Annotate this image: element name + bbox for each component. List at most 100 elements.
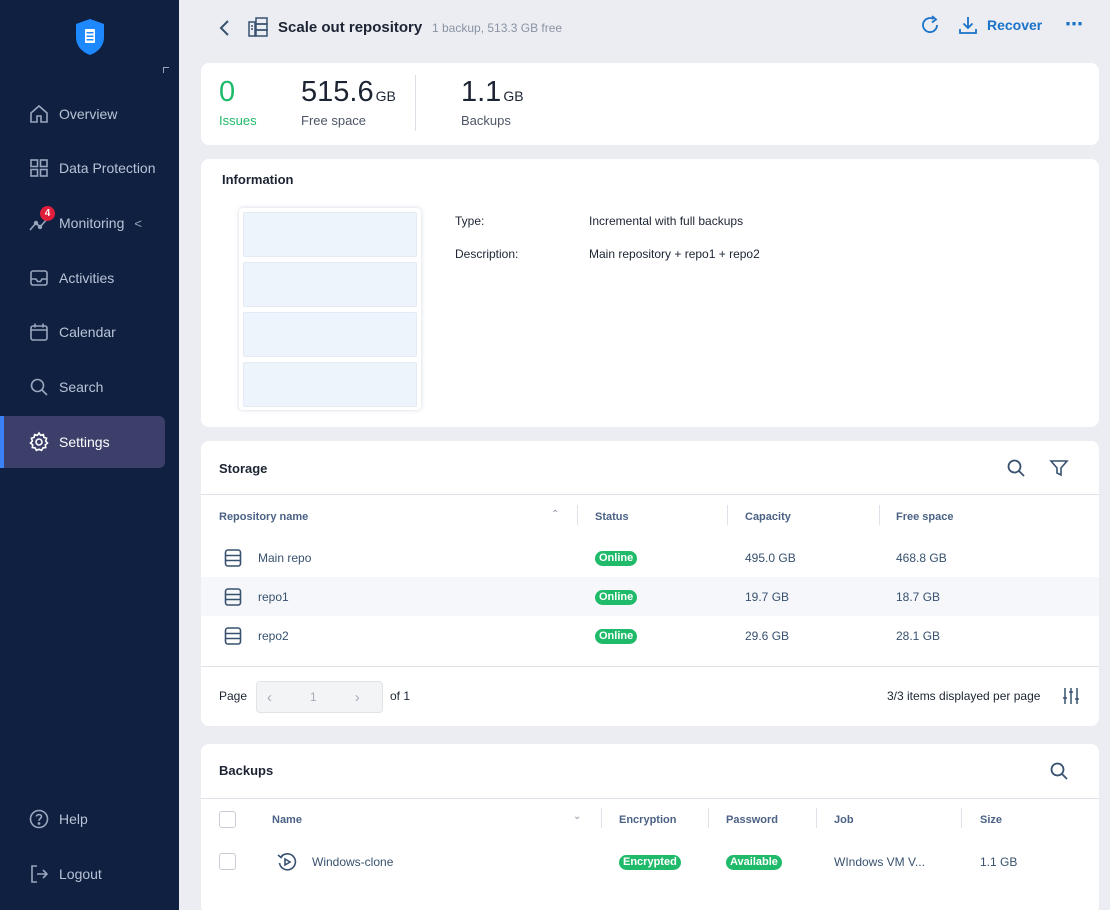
scale-out-repository-icon bbox=[248, 17, 268, 37]
nav-label: Calendar bbox=[59, 324, 116, 340]
current-page-input[interactable]: 1 bbox=[310, 690, 317, 704]
col-header-size[interactable]: Size bbox=[980, 814, 1003, 826]
recover-label: Recover bbox=[987, 17, 1043, 33]
nav-label: Monitoring bbox=[59, 215, 125, 231]
chart-line-icon: 4 bbox=[28, 206, 55, 234]
help-icon bbox=[28, 808, 50, 830]
col-header-job[interactable]: Job bbox=[834, 814, 854, 826]
column-separator[interactable] bbox=[816, 808, 817, 828]
database-icon bbox=[224, 549, 242, 567]
more-options-button[interactable]: ⋯ bbox=[1065, 14, 1084, 34]
stats-divider bbox=[415, 75, 416, 131]
page-label: Page bbox=[219, 689, 248, 703]
free-space-value: 515.6 bbox=[301, 76, 374, 108]
nav-item-activities[interactable]: Activities bbox=[2, 252, 165, 304]
capacity-value: 19.7 GB bbox=[745, 590, 790, 604]
stats-card: 0 Issues 515.6 GB Free space 1.1 GB Backup… bbox=[201, 63, 1099, 145]
shield-logo-icon[interactable] bbox=[74, 18, 106, 56]
column-separator[interactable] bbox=[961, 808, 962, 828]
stat-backups: 1.1 GB Backups bbox=[461, 75, 524, 128]
filter-icon[interactable] bbox=[1048, 457, 1070, 479]
sort-ascending-icon[interactable]: ⌃ bbox=[551, 509, 560, 520]
page-stepper[interactable]: ‹ 1 › bbox=[256, 681, 383, 713]
col-header-password[interactable]: Password bbox=[726, 814, 778, 826]
col-header-name[interactable]: Name bbox=[272, 814, 302, 826]
nav-label: Activities bbox=[59, 270, 115, 286]
gear-icon bbox=[28, 431, 50, 453]
row-checkbox[interactable] bbox=[219, 853, 236, 870]
page-count-label: of 1 bbox=[390, 689, 411, 703]
nav-label: Help bbox=[59, 811, 88, 827]
chevron-down-icon[interactable]: ⌄ bbox=[573, 811, 582, 822]
stat-issues[interactable]: 0 Issues bbox=[219, 75, 257, 128]
free-space-unit: GB bbox=[375, 88, 396, 104]
repository-name[interactable]: repo1 bbox=[258, 590, 289, 604]
column-separator[interactable] bbox=[601, 808, 602, 828]
next-page-icon[interactable]: › bbox=[354, 688, 360, 706]
capacity-value: 495.0 GB bbox=[745, 551, 796, 565]
column-separator[interactable] bbox=[708, 808, 709, 828]
size-value: 1.1 GB bbox=[980, 855, 1018, 869]
col-header-free-space[interactable]: Free space bbox=[896, 511, 954, 523]
sidebar-collapse-icon[interactable] bbox=[163, 67, 169, 73]
nav-item-data-protection[interactable]: Data Protection bbox=[2, 142, 165, 194]
stat-free-space: 515.6 GB Free space bbox=[301, 75, 396, 128]
repository-name[interactable]: Main repo bbox=[258, 551, 312, 565]
backups-search-icon[interactable] bbox=[1048, 760, 1070, 782]
status-badge: Online bbox=[595, 590, 638, 605]
backups-unit: GB bbox=[503, 88, 524, 104]
storage-card: Storage Repository name ⌃ Status Capacit… bbox=[201, 441, 1099, 726]
page-title: Scale out repository bbox=[278, 19, 423, 36]
recover-button[interactable]: Recover bbox=[958, 12, 1042, 38]
nav-item-help[interactable]: Help bbox=[2, 793, 165, 845]
nav-item-overview[interactable]: Overview bbox=[2, 88, 165, 140]
repository-name[interactable]: repo2 bbox=[258, 629, 289, 643]
column-separator[interactable] bbox=[727, 505, 728, 525]
backup-name[interactable]: Windows-clone bbox=[312, 855, 394, 869]
refresh-icon[interactable] bbox=[918, 13, 942, 37]
description-key: Description: bbox=[455, 247, 519, 261]
table-row[interactable]: repo2 Online 29.6 GB 28.1 GB bbox=[201, 616, 1099, 655]
table-row[interactable]: Main repo Online 495.0 GB 468.8 GB bbox=[201, 538, 1099, 577]
password-badge: Available bbox=[726, 855, 782, 870]
table-row[interactable]: repo1 Online 19.7 GB 18.7 GB bbox=[201, 577, 1099, 616]
col-header-status[interactable]: Status bbox=[595, 511, 629, 523]
chevron-left-icon: < bbox=[134, 215, 142, 231]
storage-title: Storage bbox=[219, 461, 268, 476]
settings-sliders-icon[interactable] bbox=[1061, 686, 1081, 706]
nav-item-search[interactable]: Search bbox=[2, 361, 165, 413]
restore-point-icon bbox=[277, 853, 297, 871]
nav-item-settings[interactable]: Settings bbox=[0, 416, 165, 468]
column-separator[interactable] bbox=[879, 505, 880, 525]
information-title: Information bbox=[222, 172, 294, 187]
nav-label: Overview bbox=[59, 106, 118, 122]
divider bbox=[201, 798, 1099, 799]
home-icon bbox=[28, 103, 50, 125]
issues-label: Issues bbox=[219, 113, 257, 128]
free-space-value: 28.1 GB bbox=[896, 629, 941, 643]
nav-item-monitoring[interactable]: 4 Monitoring < bbox=[2, 197, 165, 249]
status-badge: Online bbox=[595, 551, 638, 566]
page-subtitle: 1 backup, 513.3 GB free bbox=[432, 21, 563, 35]
storage-search-icon[interactable] bbox=[1005, 457, 1027, 479]
col-header-capacity[interactable]: Capacity bbox=[745, 511, 791, 523]
inbox-icon bbox=[28, 267, 50, 289]
divider bbox=[201, 666, 1099, 667]
illustration-slab bbox=[243, 212, 417, 257]
job-link[interactable]: WIndows VM V... bbox=[834, 855, 925, 869]
select-all-checkbox[interactable] bbox=[219, 811, 236, 828]
download-icon bbox=[959, 17, 977, 34]
logout-icon bbox=[28, 863, 50, 885]
prev-page-icon[interactable]: ‹ bbox=[267, 688, 272, 706]
encryption-badge: Encrypted bbox=[619, 855, 681, 870]
table-row[interactable]: Windows-clone Encrypted Available WIndow… bbox=[201, 842, 1099, 881]
column-separator[interactable] bbox=[577, 505, 578, 525]
page-header: Scale out repository 1 backup, 513.3 GB … bbox=[179, 0, 1110, 58]
nav-item-logout[interactable]: Logout bbox=[2, 848, 165, 900]
col-header-encryption[interactable]: Encryption bbox=[619, 814, 677, 826]
nav-label: Settings bbox=[59, 434, 110, 450]
repository-illustration bbox=[239, 208, 421, 410]
nav-item-calendar[interactable]: Calendar bbox=[2, 306, 165, 358]
back-arrow-icon[interactable] bbox=[215, 17, 235, 39]
col-header-repository-name[interactable]: Repository name bbox=[219, 511, 309, 523]
